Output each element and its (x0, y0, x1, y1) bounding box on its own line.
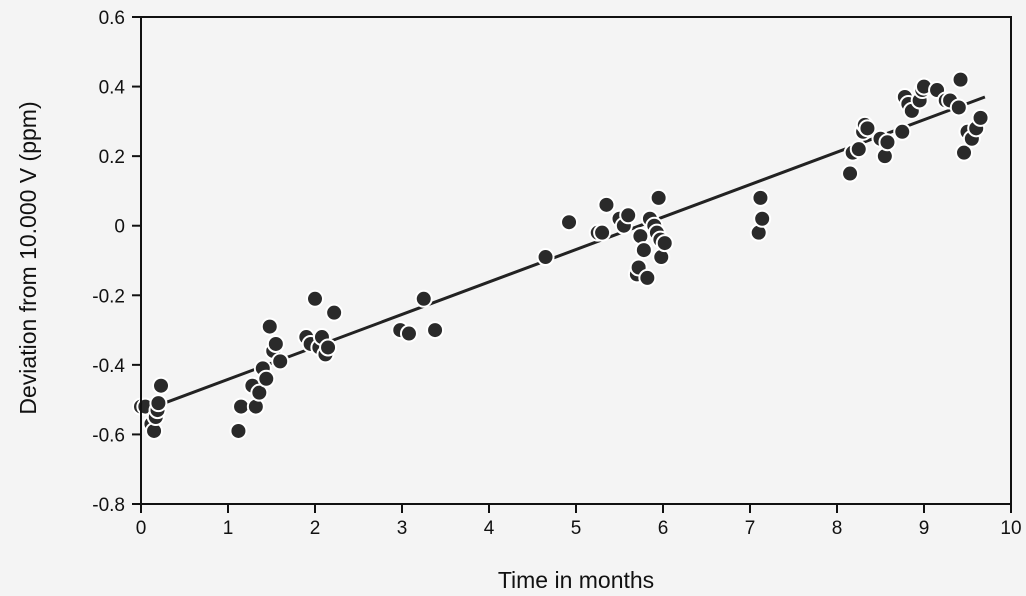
data-point (560, 213, 579, 232)
data-point (260, 317, 279, 336)
y-tick-label: 0.6 (99, 8, 125, 29)
x-tick-label: 8 (832, 518, 843, 539)
x-tick-label: 2 (310, 518, 321, 539)
data-point (649, 188, 668, 207)
data-point (955, 143, 974, 162)
y-tick-label: 0 (114, 217, 125, 238)
x-axis-title: Time in months (498, 567, 654, 593)
y-tick-label: 0.2 (99, 147, 125, 168)
data-point (271, 352, 290, 371)
y-tick-label: -0.6 (92, 425, 125, 446)
data-point (414, 289, 433, 308)
data-point (893, 122, 912, 141)
data-point (751, 188, 770, 207)
data-point (536, 248, 555, 267)
x-tick-label: 7 (745, 518, 756, 539)
x-tick-label: 1 (223, 518, 234, 539)
data-point (593, 223, 612, 242)
x-tick-label: 6 (658, 518, 669, 539)
x-tick-label: 9 (919, 518, 930, 539)
data-point (951, 70, 970, 89)
data-point (619, 206, 638, 225)
y-axis-title: Deviation from 10.000 V (ppm) (15, 101, 41, 414)
data-point (426, 321, 445, 340)
y-tick-label: -0.8 (92, 495, 125, 516)
data-point (841, 164, 860, 183)
data-point (753, 209, 772, 228)
data-point (949, 98, 968, 117)
y-tick-label: -0.2 (92, 286, 125, 307)
data-point (306, 289, 324, 308)
data-point (655, 234, 674, 253)
data-point (257, 369, 276, 388)
data-point (597, 195, 616, 214)
x-tick-label: 5 (571, 518, 582, 539)
data-point (232, 397, 251, 416)
data-point (399, 324, 418, 343)
data-point (858, 119, 877, 138)
y-tick-label: -0.4 (92, 356, 125, 377)
data-point (152, 376, 171, 395)
data-point (325, 303, 344, 322)
data-point (149, 394, 168, 413)
data-point (319, 338, 338, 357)
data-point (250, 383, 269, 402)
y-tick-label: 0.4 (99, 78, 126, 99)
x-tick-label: 10 (1000, 518, 1021, 539)
x-tick-label: 4 (484, 518, 495, 539)
data-point (229, 421, 248, 440)
data-point (878, 133, 897, 152)
data-point (638, 268, 657, 287)
data-points-layer (132, 70, 990, 440)
x-tick-label: 0 (136, 518, 147, 539)
axes-layer: 0 1 2 3 4 5 6 7 8 9 10 -0.8 -0.6 -0.4 -0.2 0 0.2 0.4 0.6 (92, 8, 1021, 539)
data-point (849, 140, 868, 159)
data-point (971, 108, 990, 127)
plot-frame (140, 16, 1012, 505)
data-point (266, 334, 285, 353)
x-tick-label: 3 (397, 518, 408, 539)
data-point (634, 241, 653, 260)
